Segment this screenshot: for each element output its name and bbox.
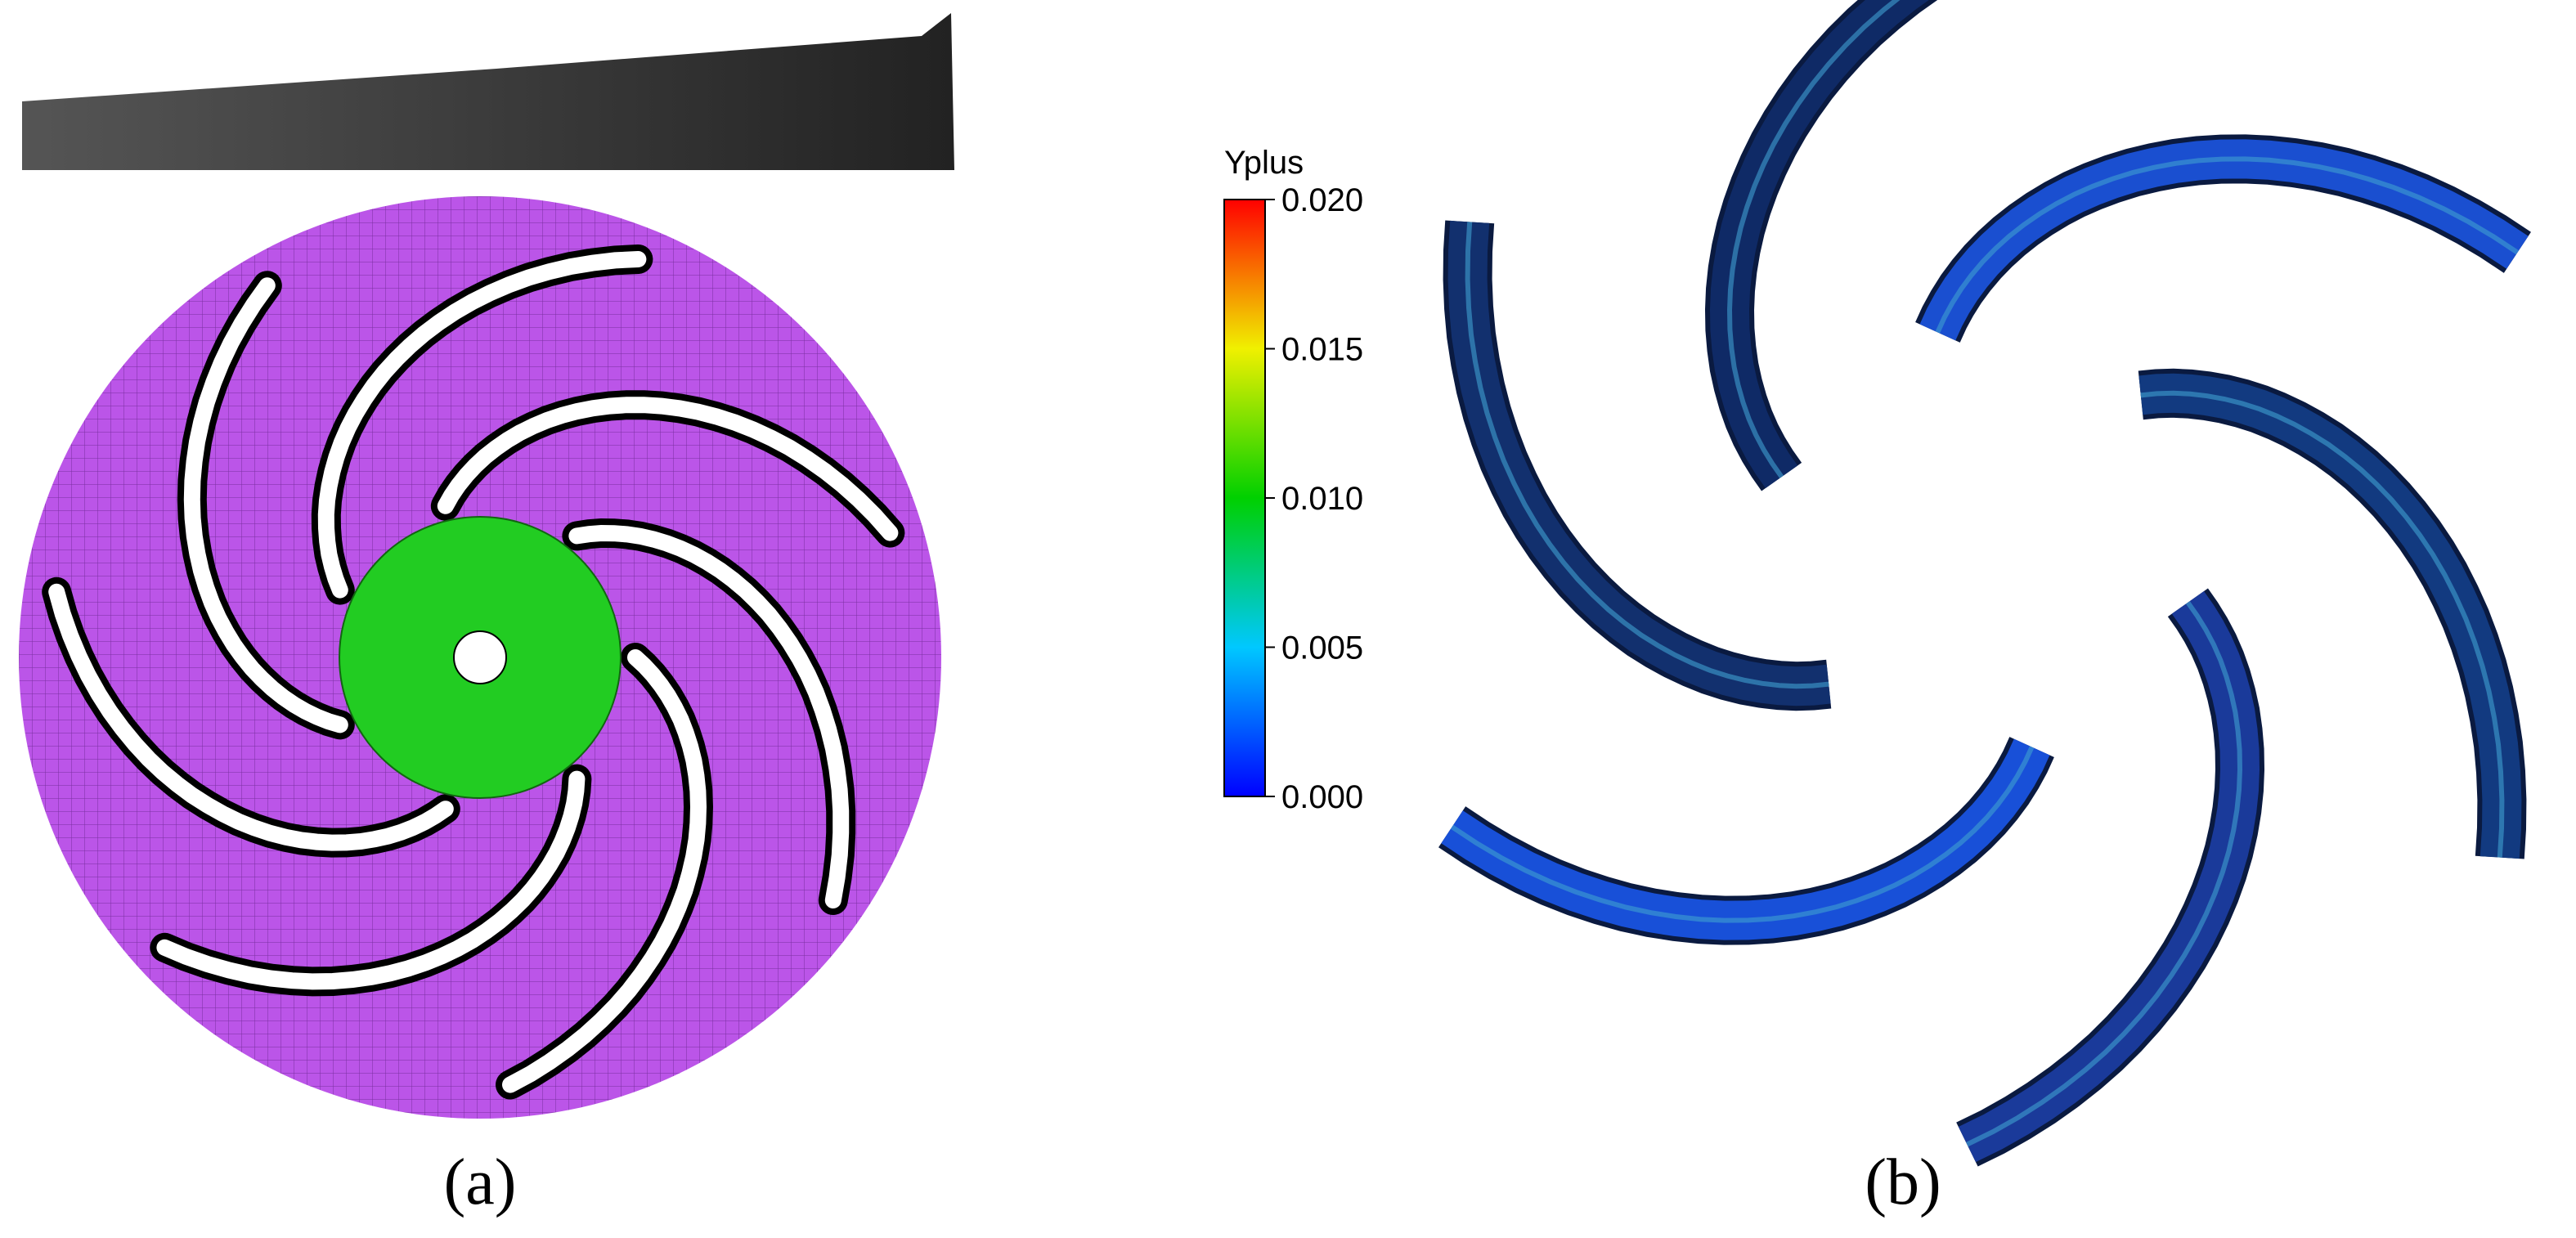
blade xyxy=(156,770,586,990)
blade xyxy=(502,649,707,1093)
blade xyxy=(437,397,899,541)
colorbar xyxy=(1223,199,1266,797)
blade-highlight xyxy=(1465,222,1829,689)
tick-label: 0.000 xyxy=(1281,779,1363,815)
blade-highlight xyxy=(1966,601,2243,1147)
tick-label: 0.005 xyxy=(1281,630,1363,666)
blade-surface xyxy=(1919,139,2529,341)
tick-label: 0.020 xyxy=(1281,182,1363,218)
blade-contour-panel xyxy=(1438,0,2531,1167)
blade xyxy=(317,251,647,599)
tick-label: 0.015 xyxy=(1281,332,1363,368)
blade-edge xyxy=(1704,0,1938,491)
blade-highlight xyxy=(2140,390,2505,858)
blade-highlight xyxy=(1450,746,2035,923)
mesh-panel xyxy=(19,13,954,1119)
panel-label: (b) xyxy=(1865,1146,1941,1218)
tick-label: 0.010 xyxy=(1281,481,1363,517)
blade xyxy=(568,524,850,908)
blade xyxy=(183,277,348,733)
mesh-strip xyxy=(22,13,954,170)
panel-label: (a) xyxy=(444,1146,517,1218)
blade-surface xyxy=(1441,738,2050,940)
blade-highlight xyxy=(1726,0,1901,478)
hub-hole xyxy=(453,630,507,684)
blade xyxy=(48,583,454,851)
colorbar-title: Yplus xyxy=(1224,145,1304,181)
blade-highlight xyxy=(1935,156,2520,334)
blade-surface xyxy=(1709,0,1929,489)
